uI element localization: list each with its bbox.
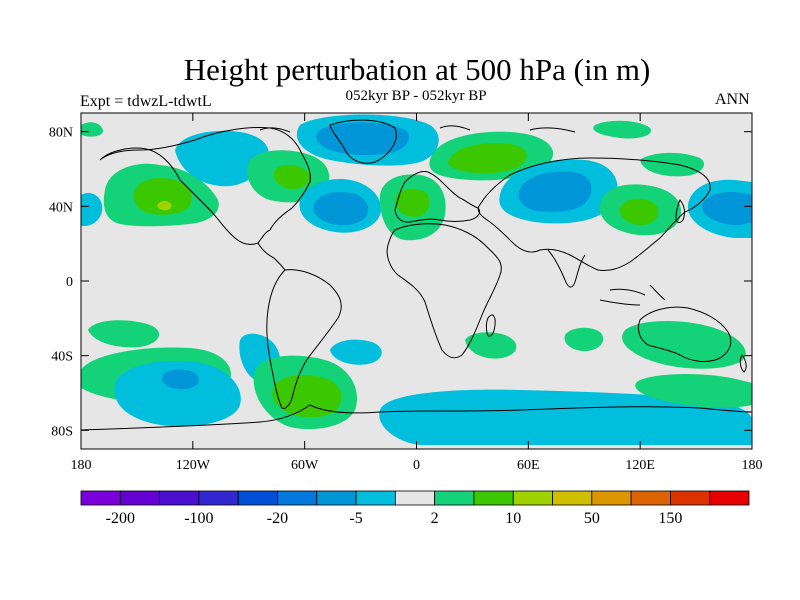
experiment-label: Expt = tdwzL-tdwtL (80, 93, 212, 110)
colorbar-swatch (670, 490, 711, 506)
coastline-greenland (329, 119, 397, 164)
x-tick-label: 180 (742, 458, 763, 473)
colorbar-label: -5 (349, 510, 362, 527)
colorbar-label: -200 (106, 510, 135, 527)
anomaly-south-atlantic-negative (330, 339, 382, 365)
coastline-madagascar (485, 314, 496, 337)
colorbar-swatch (630, 490, 671, 506)
colorbar-label: 50 (584, 510, 600, 527)
colorbar-swatch (394, 490, 436, 506)
anomaly-central-asia-strong (518, 171, 592, 213)
colorbar-label: 10 (505, 510, 521, 527)
anomaly-south-atlantic-positive (465, 332, 517, 359)
coastline-indonesia (599, 284, 666, 306)
season-label: ANN (715, 91, 750, 108)
anomaly-south-america-strong (272, 375, 342, 418)
x-tick-label: 180 (71, 458, 92, 473)
anomaly-greenland-strong (316, 122, 410, 156)
contour-fields (81, 114, 752, 445)
anomaly-north-pacific-strong (133, 178, 192, 215)
colorbar-swatch (198, 490, 239, 506)
anomaly-east-antarctic-positive (635, 374, 752, 408)
coastline-india (547, 249, 586, 288)
colorbar-swatch (591, 490, 632, 506)
anomaly-east-asia-strong (619, 198, 659, 226)
chart-subtitle: 052kyr BP - 052kyr BP (345, 88, 487, 104)
colorbar-swatch (316, 490, 357, 506)
anomaly-arctic-positive (593, 120, 651, 139)
colorbar-label: -20 (267, 510, 288, 527)
colorbar-swatch (552, 490, 593, 506)
colorbar-swatch (80, 490, 121, 506)
colorbar-swatch (159, 490, 200, 506)
coastline-japan (675, 199, 685, 223)
anomaly-north-atlantic-strong (313, 192, 369, 226)
anomaly-arctic-pacific-positive (81, 122, 104, 137)
y-tick-label: 40S (51, 350, 73, 365)
anomaly-indian-ocean-positive (564, 327, 604, 352)
anomaly-north-pacific-core (157, 201, 172, 211)
anomaly-west-pacific-negative (81, 193, 103, 226)
x-tick-label: 120E (625, 458, 655, 473)
y-tick-label: 80N (49, 126, 73, 141)
coastline-arctic-islands (259, 125, 576, 133)
x-tick-label: 60E (517, 458, 540, 473)
colorbar-swatch (434, 490, 475, 506)
anomaly-south-pacific-positive-small (88, 320, 160, 348)
anomaly-southern-ocean-negative (379, 389, 752, 445)
colorbar-swatch (709, 490, 750, 506)
axis-ticks: 180 120W 60W 0 60E 120E 180 80N 40N 0 40S 80S (49, 113, 763, 473)
y-tick-label: 40N (49, 200, 73, 215)
x-tick-label: 120W (176, 458, 211, 473)
coastlines (81, 119, 752, 431)
colorbar: -200 -100 -20 -5 2 10 50 150 (80, 490, 750, 527)
coastline-central-america (257, 242, 286, 271)
x-tick-label: 60W (291, 458, 319, 473)
y-tick-label: 80S (51, 424, 73, 439)
colorbar-label: 150 (658, 510, 682, 527)
colorbar-swatch (355, 490, 396, 506)
coastline-north-america (99, 127, 311, 245)
x-tick-label: 0 (413, 458, 420, 473)
anomaly-europe-strong (394, 188, 430, 217)
anomaly-south-pacific-strong (161, 369, 199, 390)
anomaly-arctic-siberia-positive (640, 152, 705, 177)
coastline-asia (477, 157, 711, 271)
colorbar-label: -100 (184, 510, 213, 527)
colorbar-swatch (512, 490, 553, 506)
coastline-south-america (266, 269, 342, 409)
anomaly-australia-positive (622, 321, 746, 369)
coastline-australia (637, 306, 732, 363)
anomaly-north-pacific-east-strong (701, 192, 752, 226)
anomaly-arctic-canada-negative (175, 130, 269, 187)
coastline-europe (394, 171, 481, 223)
colorbar-swatch (119, 490, 160, 506)
anomaly-south-pacific-negative (114, 360, 241, 427)
colorbar-swatch (473, 490, 514, 506)
chart-title: Height perturbation at 500 hPa (in m) (183, 52, 651, 87)
y-tick-label: 0 (66, 275, 73, 290)
colorbar-label: 2 (431, 510, 439, 527)
coastline-antarctica (81, 404, 752, 431)
anomaly-canada-strong (273, 164, 311, 190)
colorbar-swatch (277, 490, 318, 506)
anomaly-arctic-russia-strong (448, 143, 527, 174)
coastline-new-zealand (739, 354, 747, 373)
colorbar-swatch (237, 490, 278, 506)
coastline-africa (386, 223, 502, 359)
